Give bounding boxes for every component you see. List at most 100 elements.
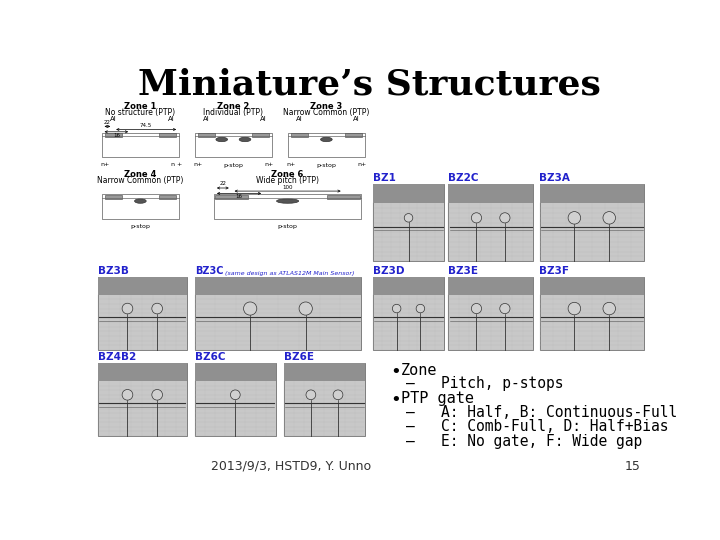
Bar [98, 363, 187, 381]
Text: Al: Al [353, 116, 359, 122]
Bar [448, 276, 534, 295]
Text: 16: 16 [113, 132, 120, 138]
Text: p-stop: p-stop [130, 224, 150, 229]
Bar [159, 133, 176, 137]
Text: BZ3D: BZ3D [373, 266, 405, 276]
Circle shape [568, 302, 580, 315]
Text: –   E: No gate, F: Wide gap: – E: No gate, F: Wide gap [406, 434, 642, 449]
Circle shape [603, 302, 616, 315]
Bar [448, 184, 534, 204]
Text: •: • [391, 363, 402, 381]
Bar [98, 276, 187, 350]
Text: Wide pitch (PTP): Wide pitch (PTP) [256, 176, 319, 185]
Text: BZ1: BZ1 [373, 173, 396, 184]
Ellipse shape [135, 199, 146, 203]
Text: Zone 4: Zone 4 [124, 170, 156, 179]
Text: BZ3F: BZ3F [539, 266, 570, 276]
Circle shape [416, 305, 425, 313]
Text: 100: 100 [282, 185, 293, 190]
Text: BZ2C: BZ2C [448, 173, 479, 184]
Circle shape [122, 303, 132, 314]
Text: •: • [391, 391, 402, 409]
Bar [539, 184, 644, 204]
Text: Zone 1: Zone 1 [124, 102, 156, 111]
Ellipse shape [216, 137, 228, 141]
Text: BZ3C: BZ3C [194, 266, 223, 276]
Circle shape [404, 214, 413, 222]
Text: Narrow Common (PTP): Narrow Common (PTP) [283, 108, 369, 117]
Circle shape [472, 303, 482, 314]
Text: Zone 6: Zone 6 [271, 170, 304, 179]
Text: BZ6C: BZ6C [194, 352, 225, 362]
Text: –   Pitch, p-stops: – Pitch, p-stops [406, 376, 564, 392]
Text: BZ3B: BZ3B [98, 266, 129, 276]
Circle shape [243, 302, 257, 315]
Bar [448, 276, 534, 350]
Circle shape [230, 390, 240, 400]
Text: p-stop: p-stop [278, 224, 297, 229]
Bar [373, 276, 444, 350]
Circle shape [392, 305, 401, 313]
Bar [104, 133, 122, 137]
Bar [448, 184, 534, 261]
Text: Al: Al [203, 116, 210, 122]
Circle shape [500, 213, 510, 223]
Ellipse shape [320, 137, 332, 141]
Bar [194, 276, 361, 295]
Text: No structure (PTP): No structure (PTP) [105, 108, 176, 117]
Bar [539, 276, 644, 350]
Text: 74.5: 74.5 [140, 123, 152, 128]
Circle shape [333, 390, 343, 400]
Circle shape [152, 303, 163, 314]
Bar [284, 363, 365, 381]
Text: Al: Al [296, 116, 302, 122]
Bar [373, 276, 444, 295]
Bar [102, 194, 179, 219]
Text: 22: 22 [104, 120, 111, 125]
Bar [215, 195, 248, 199]
Circle shape [568, 212, 580, 224]
Bar [252, 133, 269, 137]
Text: n+: n+ [264, 162, 274, 167]
Text: p-stop: p-stop [223, 163, 243, 167]
Bar [373, 184, 444, 204]
Bar [539, 184, 644, 261]
Circle shape [152, 389, 163, 400]
Circle shape [306, 390, 316, 400]
Circle shape [500, 303, 510, 314]
Bar [539, 276, 644, 295]
Text: BZ3A: BZ3A [539, 173, 570, 184]
Text: 22: 22 [220, 181, 226, 186]
Circle shape [472, 213, 482, 223]
Bar [102, 132, 179, 157]
Text: BZ3E: BZ3E [448, 266, 478, 276]
Text: Al: Al [168, 116, 175, 122]
Text: n+: n+ [193, 162, 202, 167]
Bar [98, 276, 187, 295]
Text: Zone 2: Zone 2 [217, 102, 250, 111]
Bar [198, 133, 215, 137]
Text: 16: 16 [235, 194, 243, 199]
Bar [194, 363, 276, 381]
Text: Al: Al [110, 116, 117, 122]
Ellipse shape [276, 199, 299, 203]
Text: 15: 15 [624, 460, 640, 473]
Text: –   C: Comb-Full, D: Half+Bias: – C: Comb-Full, D: Half+Bias [406, 420, 669, 435]
Circle shape [603, 212, 616, 224]
Bar [373, 184, 444, 261]
Text: –   A: Half, B: Continuous-Full: – A: Half, B: Continuous-Full [406, 406, 678, 420]
Bar [284, 363, 365, 436]
Bar [328, 195, 360, 199]
Bar [159, 195, 176, 199]
Text: Zone 3: Zone 3 [310, 102, 343, 111]
Bar [104, 195, 122, 199]
Bar [194, 276, 361, 350]
Circle shape [122, 389, 132, 400]
Text: Individual (PTP): Individual (PTP) [203, 108, 264, 117]
Bar [345, 133, 362, 137]
Text: Zone: Zone [401, 363, 437, 378]
Bar [194, 132, 272, 157]
Text: Narrow Common (PTP): Narrow Common (PTP) [97, 176, 184, 185]
Circle shape [299, 302, 312, 315]
Text: (same design as ATLAS12M Main Sensor): (same design as ATLAS12M Main Sensor) [222, 271, 354, 276]
